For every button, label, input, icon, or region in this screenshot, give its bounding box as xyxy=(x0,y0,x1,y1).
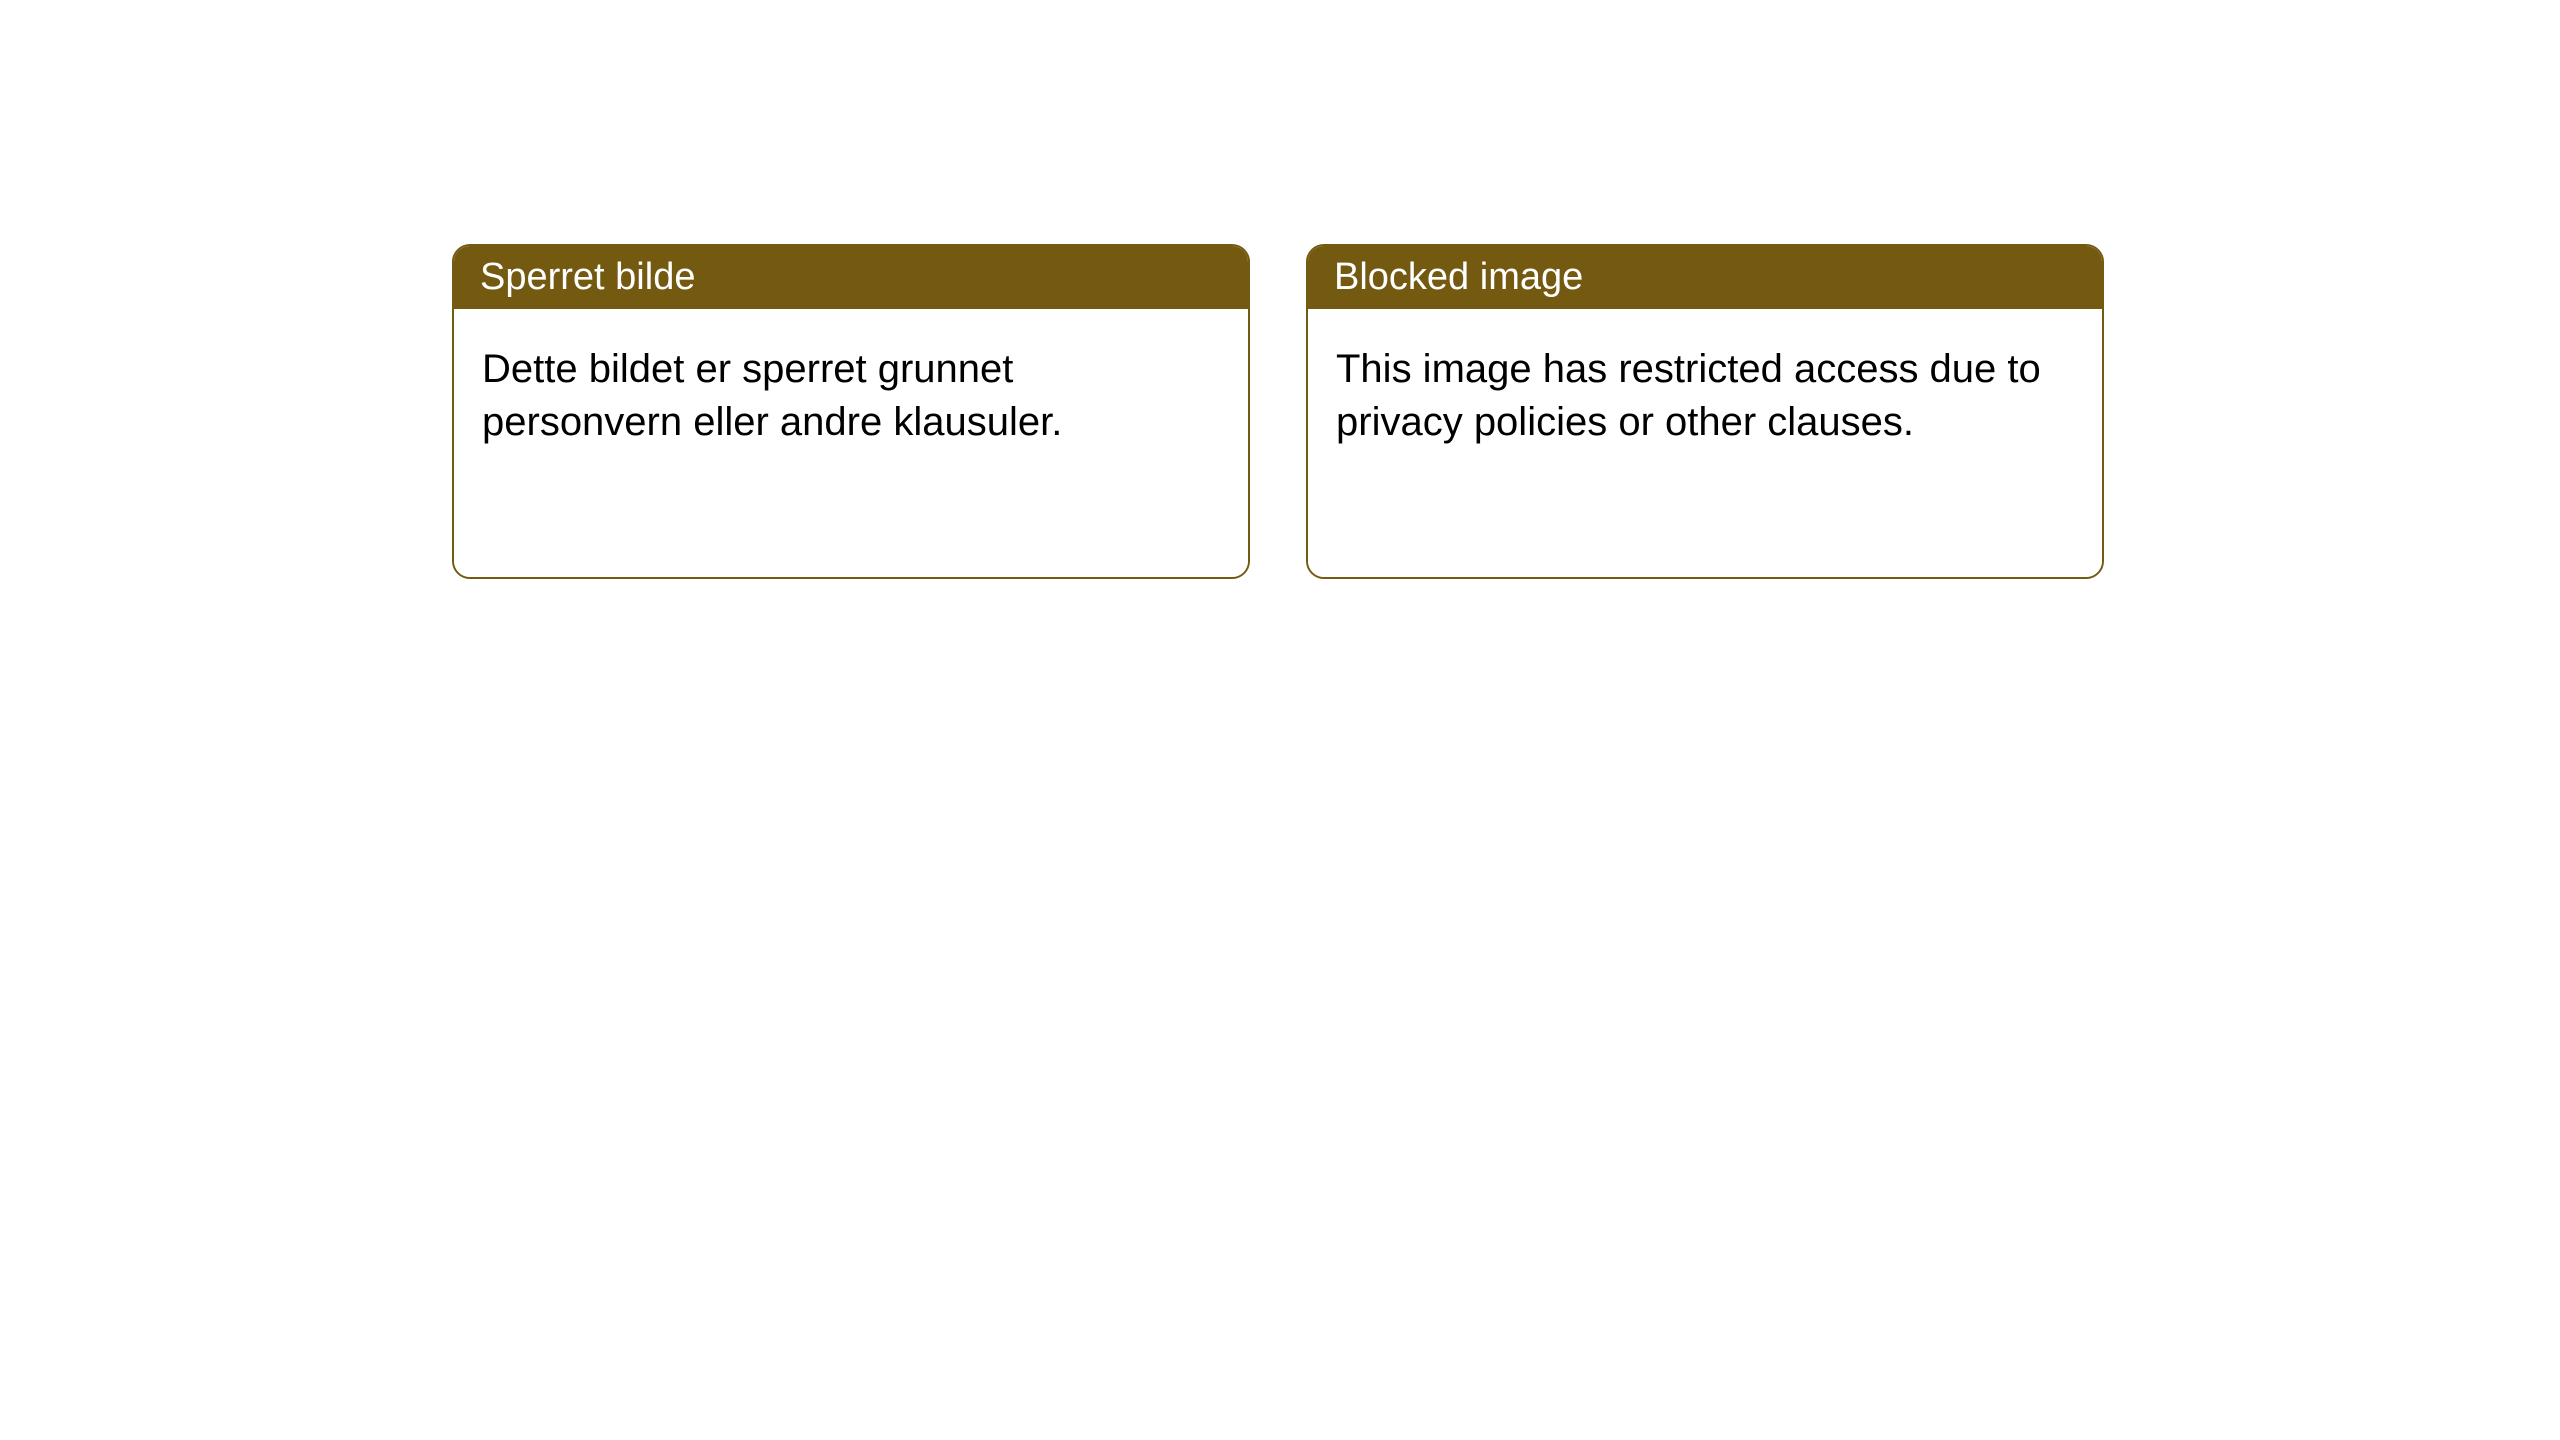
card-header: Sperret bilde xyxy=(454,246,1248,309)
card-body: This image has restricted access due to … xyxy=(1308,309,2102,577)
card-header: Blocked image xyxy=(1308,246,2102,309)
notice-container: Sperret bilde Dette bildet er sperret gr… xyxy=(452,244,2104,579)
notice-card-english: Blocked image This image has restricted … xyxy=(1306,244,2104,579)
card-body: Dette bildet er sperret grunnet personve… xyxy=(454,309,1248,577)
notice-card-norwegian: Sperret bilde Dette bildet er sperret gr… xyxy=(452,244,1250,579)
